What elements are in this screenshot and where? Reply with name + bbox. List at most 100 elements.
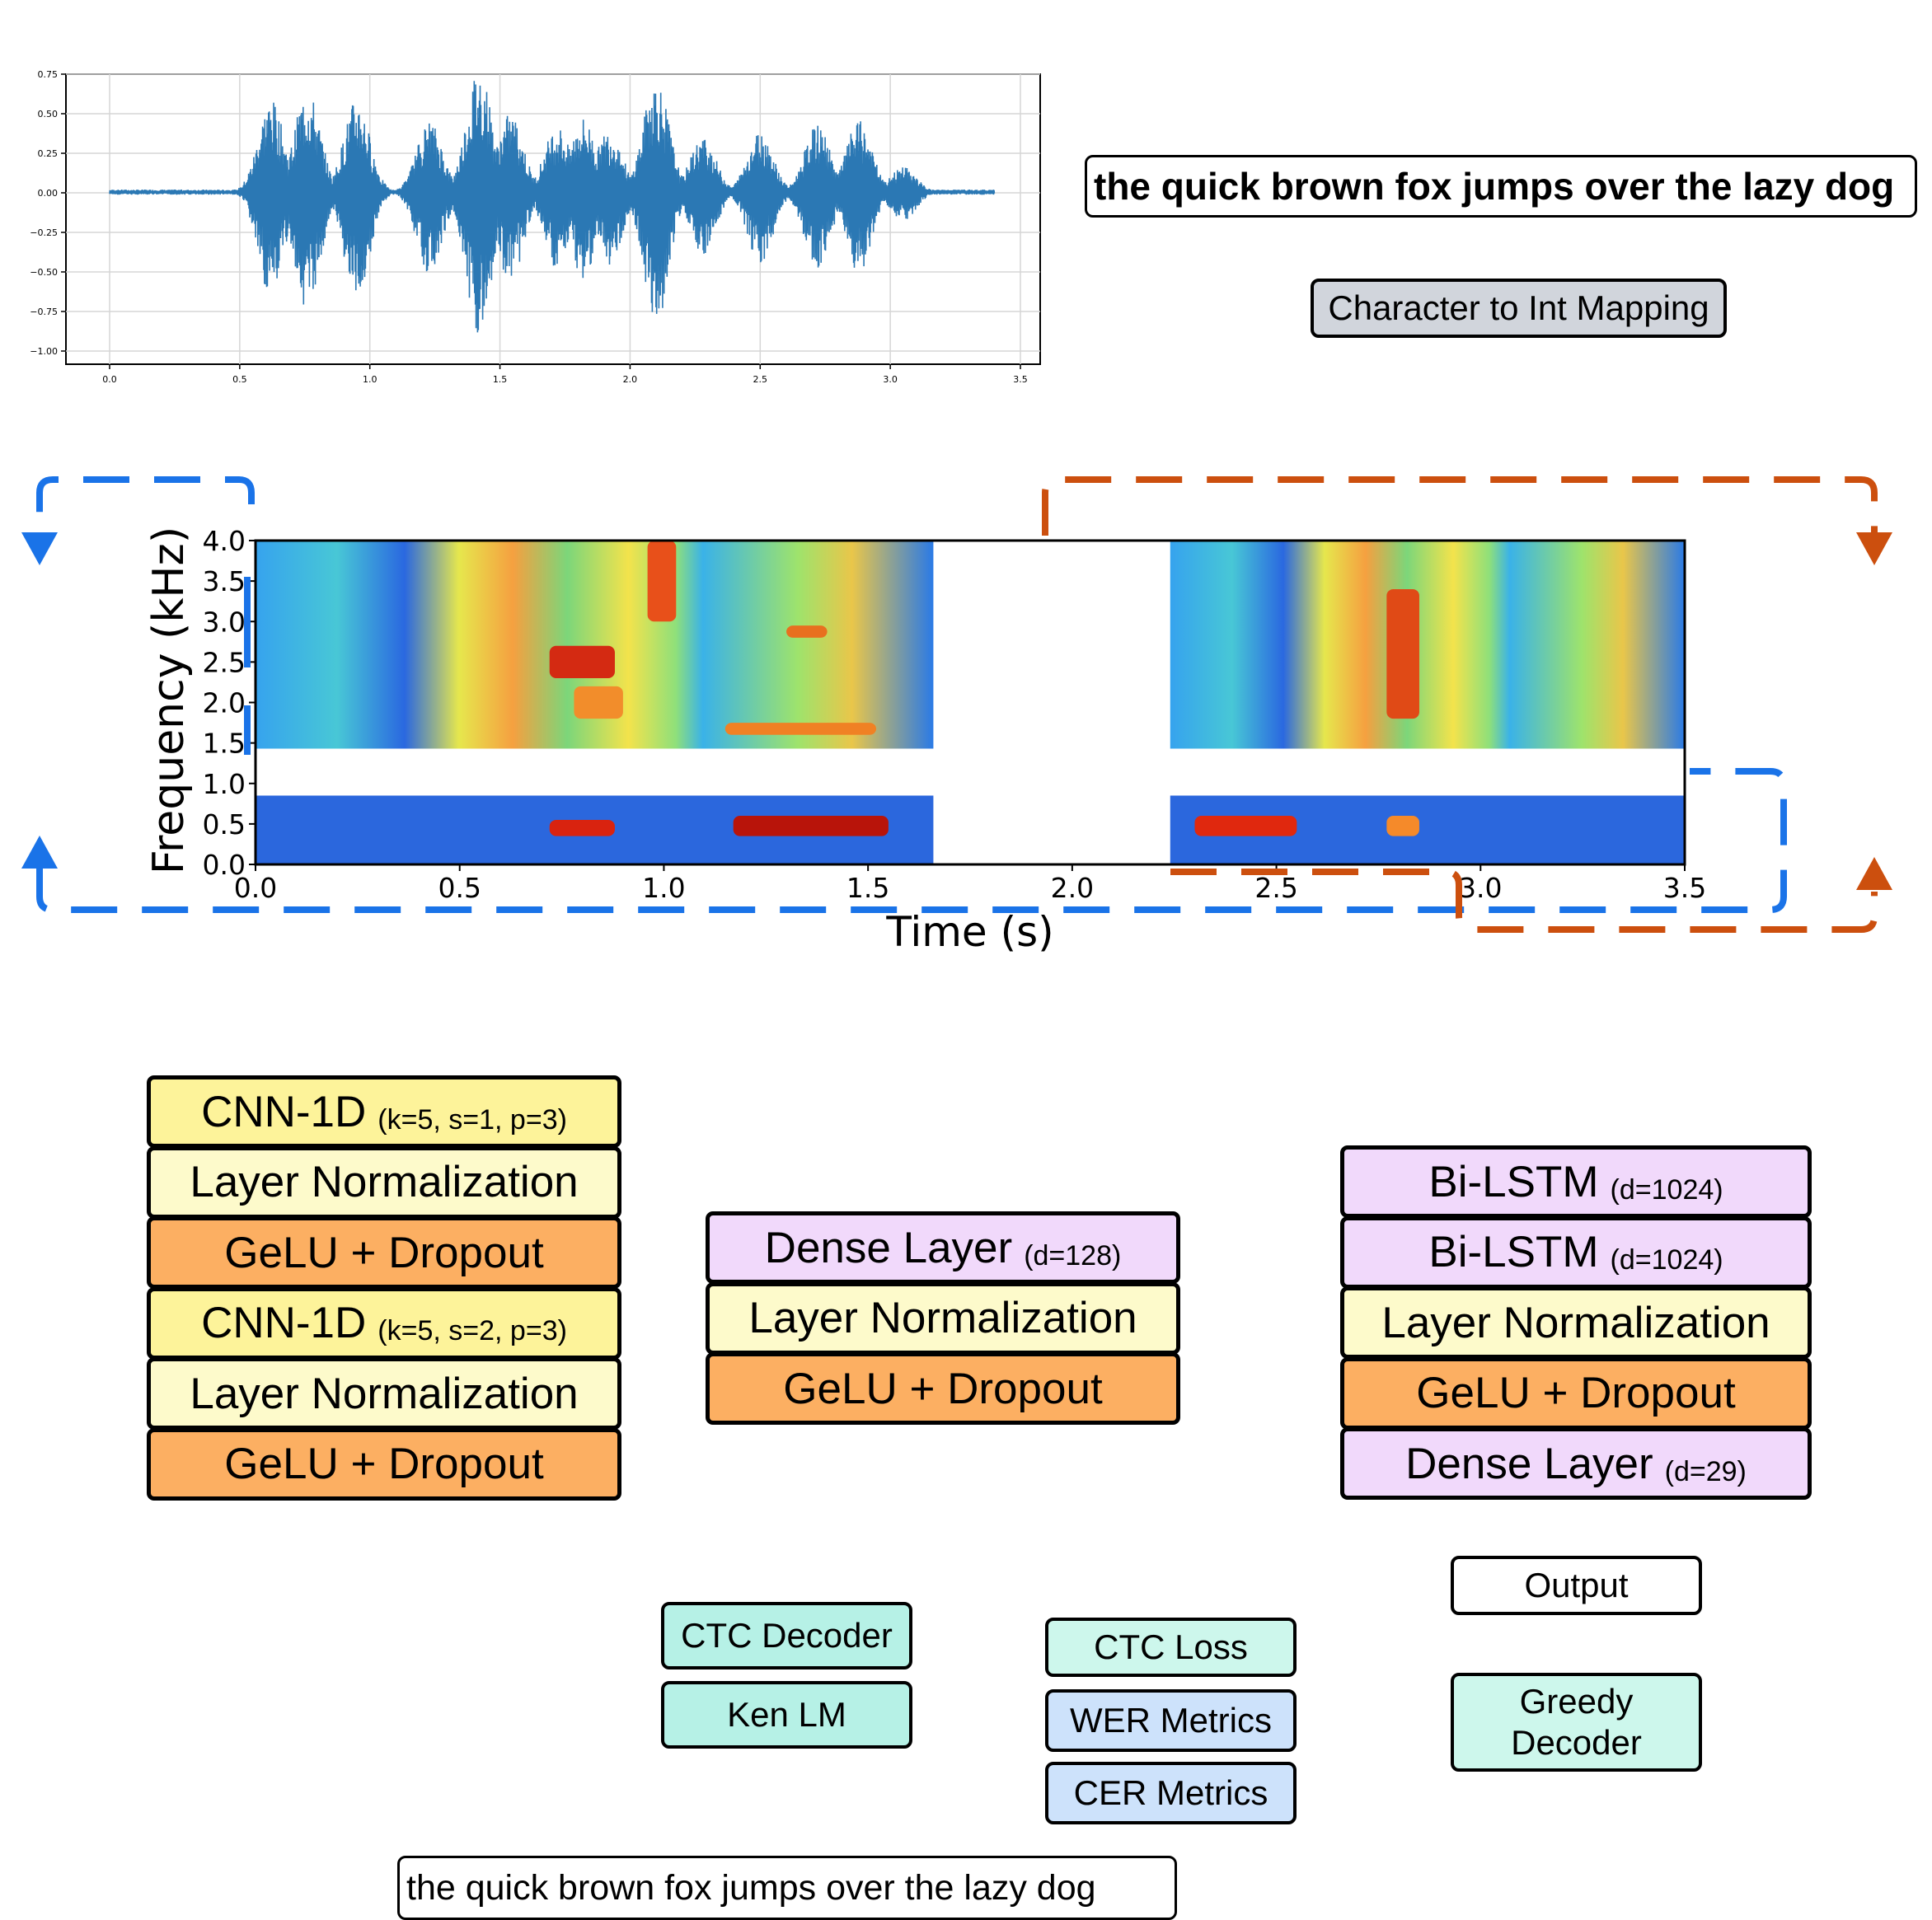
spectrogram-y-tick-label: 2.0	[203, 687, 246, 719]
waveform-y-tick-label: −0.75	[30, 307, 58, 317]
dense-stack-layer: Dense Layer (d=128)	[706, 1211, 1180, 1284]
waveform-x-tick-label: 3.0	[883, 374, 898, 385]
spectrogram-x-tick-label: 2.0	[1051, 872, 1094, 904]
layer-label: Layer Normalization	[190, 1158, 579, 1206]
dense-stack-layer: GeLU + Dropout	[706, 1352, 1180, 1425]
spectrogram-y-tick-label: 0.0	[203, 849, 246, 881]
waveform-x-tick-label: 2.5	[753, 374, 768, 385]
cnn-stack-layer: CNN-1D (k=5, s=2, p=3)	[147, 1286, 621, 1360]
layer-label: Layer Normalization	[190, 1369, 579, 1418]
spectrogram-x-tick-label: 0.5	[438, 872, 481, 904]
spectrogram-formant	[549, 819, 615, 836]
layer-label: Bi-LSTM	[1428, 1228, 1599, 1276]
char-to-int-mapping-block: Character to Int Mapping	[1311, 279, 1727, 338]
frequency-mask-arrow	[36, 476, 1787, 913]
layer-label: GeLU + Dropout	[1416, 1369, 1736, 1417]
layer-label: Bi-LSTM	[1428, 1157, 1599, 1206]
lstm-stack-layer: Layer Normalization	[1340, 1286, 1812, 1359]
lstm-stack-layer: Bi-LSTM (d=1024)	[1340, 1215, 1812, 1289]
waveform-y-tick-label: −1.00	[30, 346, 58, 357]
ken-lm-block: Ken LM	[661, 1681, 912, 1749]
waveform-y-tick-label: −0.25	[30, 227, 58, 238]
time-mask-arrowhead-down	[1856, 532, 1892, 565]
layer-label: GeLU + Dropout	[783, 1364, 1103, 1413]
spectrogram-y-tick-label: 4.0	[203, 525, 246, 557]
output-block: Output	[1451, 1556, 1702, 1615]
spectrogram-band-high	[1170, 541, 1685, 749]
waveform-x-tick-label: 2.0	[623, 374, 638, 385]
spectrogram-y-tick-label: 2.5	[203, 646, 246, 678]
layer-label: Layer Normalization	[1381, 1298, 1770, 1347]
spectrogram-formant	[733, 816, 889, 836]
cnn-stack-layer: Layer Normalization	[147, 1357, 621, 1430]
lstm-stack-layer: GeLU + Dropout	[1340, 1356, 1812, 1430]
layer-label: GeLU + Dropout	[224, 1440, 544, 1488]
spectrogram-formant	[574, 686, 623, 719]
layer-label: Dense Layer	[764, 1223, 1013, 1272]
layer-params: (k=5, s=1, p=3)	[377, 1103, 567, 1136]
cnn-stack-layer: GeLU + Dropout	[147, 1216, 621, 1289]
spectrogram-y-tick-label: 1.0	[203, 768, 246, 800]
frequency-mask-bracket	[244, 705, 251, 755]
cnn-stack-layer: Layer Normalization	[147, 1145, 621, 1219]
frequency-mask-bracket	[244, 577, 251, 667]
layer-label: CNN-1D	[201, 1299, 367, 1347]
waveform-y-tick-label: 0.75	[38, 69, 59, 80]
waveform-y-tick-label: 0.25	[38, 148, 59, 159]
layer-params: (d=1024)	[1610, 1173, 1723, 1206]
waveform-y-ticks: 0.75 0.50 0.25 0.00 −0.25 −0.50 −0.75 −1.00	[30, 69, 66, 357]
spectrogram-formant	[786, 625, 828, 638]
greedy-decoder-block: Greedy Decoder	[1451, 1673, 1702, 1772]
spectrogram-x-tick-label: 2.5	[1254, 872, 1297, 904]
waveform-grid	[66, 73, 1040, 364]
layer-params: (d=1024)	[1610, 1244, 1723, 1276]
cnn-stack-layer: CNN-1D (k=5, s=1, p=3)	[147, 1075, 621, 1148]
spectrogram-y-tick-label: 1.5	[203, 728, 246, 760]
lstm-stack-layer: Bi-LSTM (d=1024)	[1340, 1145, 1812, 1218]
spectrogram-formant	[1194, 816, 1297, 836]
spectrogram-y-tick-label: 3.0	[203, 606, 246, 638]
waveform-x-ticks: 0.0 0.5 1.0 1.5 2.0 2.5 3.0 3.5	[102, 364, 1028, 385]
layer-label: GeLU + Dropout	[224, 1228, 544, 1277]
spectrogram-y-label: Frequency (kHz)	[144, 527, 194, 874]
layer-label: CNN-1D	[201, 1087, 367, 1136]
spectrogram-formant	[724, 723, 877, 735]
wer-metrics-block: WER Metrics	[1045, 1689, 1297, 1752]
spectrogram-x-ticks: 0.0 0.5 1.0 1.5 2.0 2.5 3.0 3.5	[234, 864, 1706, 904]
time-mask-arrow	[1042, 476, 1878, 933]
layer-label: Layer Normalization	[748, 1294, 1137, 1342]
spectrogram-formant	[1386, 588, 1419, 719]
cnn-stack-layer: GeLU + Dropout	[147, 1427, 621, 1501]
frequency-mask-arrowhead-up	[21, 836, 58, 869]
spectrogram-x-tick-label: 3.5	[1663, 872, 1706, 904]
spectrogram-x-label: Time (s)	[885, 908, 1053, 956]
spectrogram-formant	[549, 645, 615, 679]
layer-label: Dense Layer	[1405, 1439, 1653, 1488]
waveform-signal	[109, 81, 996, 333]
layer-params: (k=5, s=2, p=3)	[377, 1315, 567, 1346]
ctc-loss-block: CTC Loss	[1045, 1618, 1297, 1677]
spectrogram-y-tick-label: 0.5	[203, 808, 246, 841]
ctc-decoder-block: CTC Decoder	[661, 1602, 912, 1669]
spectrogram-x-tick-label: 0.0	[234, 872, 277, 904]
lstm-stack-layer: Dense Layer (d=29)	[1340, 1427, 1812, 1500]
waveform-y-tick-label: −0.50	[30, 267, 58, 278]
spectrogram-y-ticks: 4.0 3.5 3.0 2.5 2.0 1.5 1.0 0.5 0.0	[203, 525, 256, 881]
output-transcript: the quick brown fox jumps over the lazy …	[397, 1856, 1177, 1920]
spectrogram-image	[256, 541, 1685, 864]
cer-metrics-block: CER Metrics	[1045, 1762, 1297, 1824]
waveform-x-tick-label: 3.5	[1013, 374, 1028, 385]
waveform-x-tick-label: 0.5	[232, 374, 247, 385]
spectrogram-x-tick-label: 1.5	[846, 872, 889, 904]
input-transcript: the quick brown fox jumps over the lazy …	[1085, 155, 1917, 218]
waveform-y-tick-label: 0.00	[38, 188, 59, 199]
layer-params: (d=29)	[1664, 1455, 1747, 1487]
layer-params: (d=128)	[1024, 1239, 1122, 1271]
waveform-y-tick-label: 0.50	[38, 109, 59, 119]
waveform-x-tick-label: 1.0	[363, 374, 377, 385]
waveform-x-tick-label: 0.0	[102, 374, 117, 385]
waveform-x-tick-label: 1.5	[493, 374, 508, 385]
spectrogram-formant	[1386, 816, 1419, 836]
